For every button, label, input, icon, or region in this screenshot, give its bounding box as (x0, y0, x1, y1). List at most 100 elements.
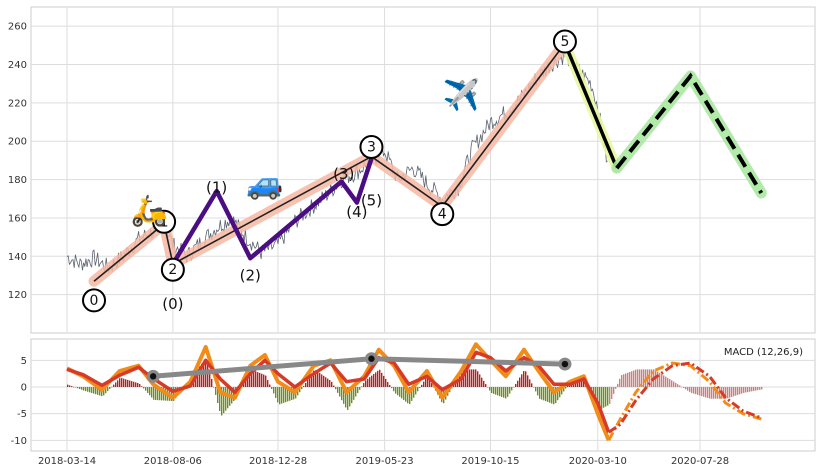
x-tick-label: 2020-03-10 (569, 456, 627, 467)
macd-hist-bar (499, 387, 501, 397)
sub-wave-label: (1) (206, 178, 227, 196)
macd-hist-bar (557, 387, 559, 401)
macd-hist-bar (85, 387, 87, 392)
macd-hist-bar (507, 387, 509, 397)
macd-hist-bar (357, 387, 359, 394)
macd-hist-bar (271, 387, 273, 389)
macd-hist-bar (155, 387, 157, 401)
macd-hist-bar (547, 387, 549, 402)
main-y-tick-label: 220 (8, 98, 27, 109)
macd-hist-bar (215, 387, 217, 395)
macd-projection-line (607, 361, 762, 442)
macd-hist-bar (145, 387, 147, 391)
macd-hist-bar (161, 387, 163, 401)
macd-hist-bar (615, 387, 617, 389)
macd-hist-bar (87, 387, 89, 392)
macd-hist-bar (539, 387, 541, 399)
signal-line (66, 350, 611, 433)
macd-hist-bar (687, 387, 689, 391)
sub-wave-line (170, 157, 374, 266)
macd-hist-bar (339, 387, 341, 397)
macd-hist-bar (307, 379, 309, 387)
macd-hist-bar (391, 387, 393, 389)
macd-hist-bar (81, 387, 83, 390)
macd-hist-bar (575, 381, 577, 387)
macd-hist-bar (469, 369, 471, 387)
macd-hist-bar (363, 383, 365, 387)
wave-marker-circle (160, 257, 185, 282)
macd-hist-bar (123, 378, 125, 387)
macd-hist-bar (139, 383, 141, 387)
macd-hist-bar (263, 374, 265, 387)
macd-hist-bar (337, 387, 339, 393)
macd-hist-bar (553, 387, 555, 405)
macd-hist-bar (761, 387, 763, 390)
macd-hist-bar (127, 379, 129, 387)
macd-hist-bar (631, 371, 633, 387)
macd-hist-bar (429, 379, 431, 387)
macd-trend-point (149, 373, 157, 380)
macd-hist-bar (361, 386, 363, 387)
macd-hist-bar (689, 387, 691, 392)
macd-hist-bar (97, 387, 99, 395)
wave-marker-circle (82, 288, 107, 313)
wave-label: 2 (168, 262, 177, 278)
macd-hist-bar (523, 371, 525, 387)
macd-hist-bar (209, 370, 211, 387)
macd-hist-bar (371, 375, 373, 387)
macd-hist-bar (759, 387, 761, 390)
macd-hist-bar (537, 387, 539, 396)
macd-hist-bar (359, 387, 361, 390)
macd-trend-point (561, 360, 569, 368)
macd-hist-bar (679, 385, 681, 387)
macd-hist-bar (201, 363, 203, 387)
macd-hist-bar (225, 387, 227, 411)
macd-hist-bar (603, 387, 605, 408)
macd-hist-bar (681, 386, 683, 388)
macd-hist-bar (501, 387, 503, 397)
macd-hist-bar (113, 384, 115, 387)
macd-hist-bar (345, 387, 347, 408)
macd-hist-bar (629, 371, 631, 387)
macd-hist-bar (673, 381, 675, 387)
macd-hist-bar (355, 387, 357, 397)
macd-hist-bar (267, 380, 269, 387)
macd-hist-bar (289, 387, 291, 401)
macd-hist-bar (583, 381, 585, 387)
macd-hist-bar (253, 370, 255, 387)
macd-hist-bar (503, 387, 505, 398)
macd-hist-bar (639, 369, 641, 387)
macd-hist-bar (137, 383, 139, 387)
main-y-tick-label: 200 (8, 137, 27, 148)
macd-hist-bar (395, 387, 397, 394)
macd-hist-bar (427, 375, 429, 387)
macd-hist-bar (509, 387, 511, 394)
wave-label: 5 (560, 34, 569, 50)
macd-hist-bar (549, 387, 551, 403)
macd-hist-bar (521, 374, 523, 387)
macd-hist-bar (149, 387, 151, 396)
macd-hist-bar (453, 384, 455, 387)
macd-hist-bar (551, 387, 553, 404)
main-panel-frame (30, 6, 816, 334)
macd-hist-bar (279, 387, 281, 405)
macd-hist-bar (305, 382, 307, 387)
corrective-wave-line (563, 42, 619, 169)
macd-hist-bar (577, 381, 579, 387)
macd-hist-bar (373, 374, 375, 387)
x-tick-label: 2018-03-14 (38, 456, 96, 467)
macd-hist-bar (333, 385, 335, 387)
macd-hist-bar (403, 387, 405, 401)
macd-hist-bar (207, 362, 209, 387)
macd-hist-bar (249, 371, 251, 387)
macd-hist-bar (753, 387, 755, 391)
macd-hist-bar (705, 387, 707, 398)
macd-hist-bar (559, 387, 561, 398)
macd-hist-bar (697, 387, 699, 395)
macd-hist-bar (483, 380, 485, 387)
x-tick-label: 2019-10-15 (461, 456, 519, 467)
macd-hist-bar (265, 375, 267, 387)
macd-hist-bar (517, 380, 519, 387)
macd-hist-bar (425, 378, 427, 387)
